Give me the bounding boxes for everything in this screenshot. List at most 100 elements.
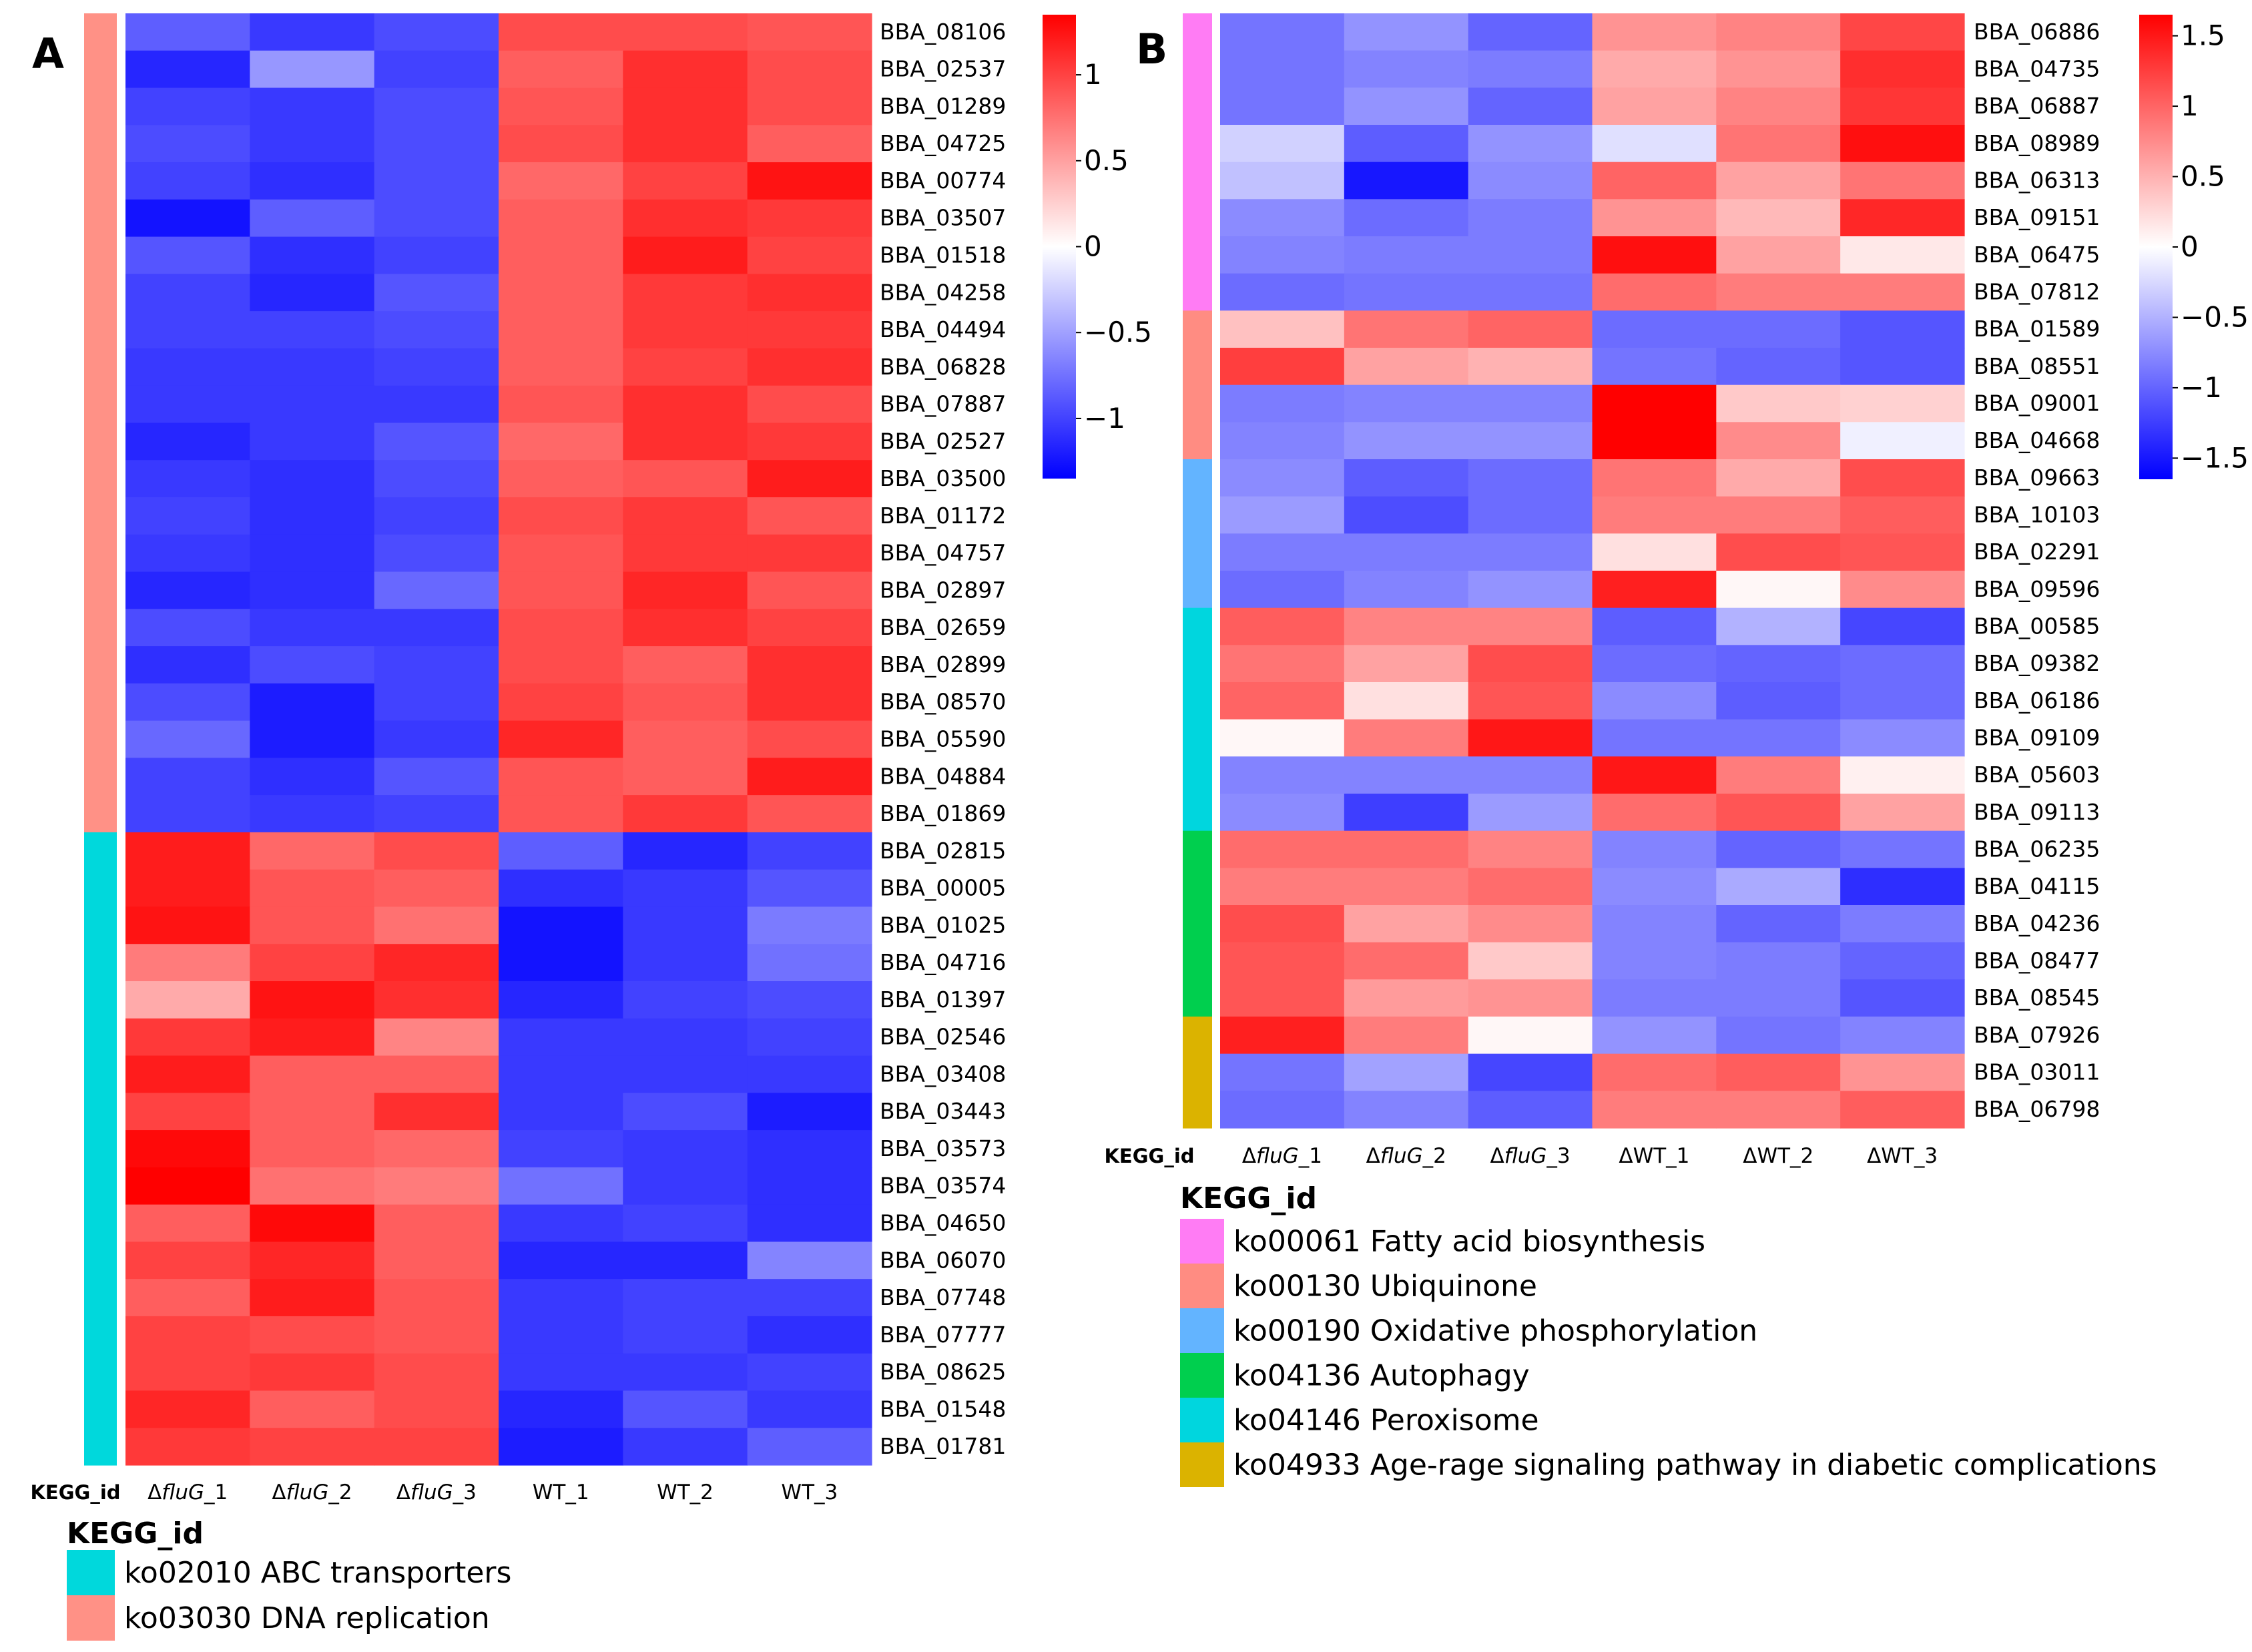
panel-a-cell-34-3	[374, 1242, 499, 1280]
panel-b-cell-26-6	[1840, 942, 1965, 980]
panel-b-cell-21-5	[1716, 756, 1841, 794]
panel-a-cell-9-4	[499, 311, 623, 349]
panel-b-cell-9-4	[1592, 310, 1717, 348]
panel-b-cell-18-2	[1344, 645, 1469, 683]
panel-b-cell-8-3	[1468, 273, 1593, 311]
panel-b-cell-21-3	[1468, 756, 1593, 794]
panel-a-cell-25-6	[747, 906, 872, 944]
panel-b-cell-28-4	[1592, 1017, 1717, 1055]
panel-a-row-label-BBA_04716: BBA_04716	[880, 949, 1006, 975]
panel-b-colorbar-gradient	[2139, 15, 2173, 479]
panel-a-cell-7-3	[374, 236, 499, 274]
panel-a-column-labels: ΔfluG_1 ΔfluG_2 ΔfluG_3 WT_1 WT_2 WT_3 KEGG_id	[30, 1480, 838, 1504]
panel-a-cell-7-5	[623, 236, 748, 274]
panel-b-cell-8-5	[1716, 273, 1841, 311]
panel-b-column-label-2: ΔfluG_2	[1366, 1144, 1446, 1168]
panel-a-cell-12-5	[623, 423, 748, 461]
panel-a-cell-34-6	[747, 1242, 872, 1280]
panel-a-cell-16-3	[374, 571, 499, 609]
panel-b-cell-25-1	[1220, 905, 1345, 943]
panel-b-cell-7-3	[1468, 236, 1593, 274]
panel-a-row-label-BBA_01025: BBA_01025	[880, 912, 1006, 938]
panel-b-cell-25-6	[1840, 905, 1965, 943]
panel-b-annotation-ko04146	[1183, 607, 1212, 832]
panel-a-row-label-BBA_07887: BBA_07887	[880, 391, 1006, 417]
panel-a-cell-19-1	[125, 683, 250, 722]
panel-b-cell-8-1	[1220, 273, 1345, 311]
panel-b-cell-16-6	[1840, 571, 1965, 609]
panel-a-cell-32-2	[250, 1167, 375, 1205]
panel-b-cell-27-4	[1592, 979, 1717, 1017]
panel-a-row-label-BBA_01518: BBA_01518	[880, 242, 1006, 268]
panel-a-cell-15-5	[623, 534, 748, 573]
panel-a-row-label-BBA_06070: BBA_06070	[880, 1247, 1006, 1273]
panel-a-panel-label: A	[32, 29, 64, 78]
panel-a-cell-31-4	[499, 1130, 623, 1168]
panel-a-cell-36-4	[499, 1316, 623, 1354]
panel-a-cell-11-1	[125, 385, 250, 424]
panel-a-cell-30-3	[374, 1093, 499, 1131]
panel-a-cell-35-4	[499, 1279, 623, 1317]
panel-b-cell-17-5	[1716, 607, 1841, 645]
panel-a-annotation-ko02010	[84, 832, 117, 1466]
panel-b-column-label-3: ΔfluG_3	[1490, 1144, 1571, 1168]
panel-b-cell-19-4	[1592, 682, 1717, 720]
panel-a-row-label-BBA_07777: BBA_07777	[880, 1322, 1006, 1348]
panel-a-cell-14-2	[250, 497, 375, 535]
panel-a-cell-29-1	[125, 1055, 250, 1093]
panel-b-legend: KEGG_id ko00061 Fatty acid biosynthesis ko…	[1180, 1181, 2157, 1487]
panel-b-row-label-BBA_08477: BBA_08477	[1974, 948, 2100, 974]
panel-b-cell-19-5	[1716, 682, 1841, 720]
panel-b-legend-swatch-ko04136	[1180, 1353, 1224, 1398]
panel-a-cell-25-1	[125, 906, 250, 944]
panel-a-cell-38-1	[125, 1390, 250, 1428]
panel-a-cell-16-4	[499, 571, 623, 609]
panel-a-row-label-BBA_03574: BBA_03574	[880, 1173, 1006, 1199]
panel-b-cell-25-3	[1468, 905, 1593, 943]
panel-a-cell-17-1	[125, 609, 250, 647]
panel-b-cell-12-6	[1840, 422, 1965, 460]
panel-b-cell-21-1	[1220, 756, 1345, 794]
panel-a-cell-15-1	[125, 534, 250, 573]
panel-a-cell-8-6	[747, 274, 872, 312]
panel-a-cell-6-5	[623, 199, 748, 238]
panel-b-cell-13-1	[1220, 459, 1345, 497]
panel-a-cell-8-2	[250, 274, 375, 312]
panel-a-cell-35-3	[374, 1279, 499, 1317]
panel-a-cell-19-6	[747, 683, 872, 722]
panel-b-column-label-1: ΔfluG_1	[1242, 1144, 1322, 1168]
panel-b-annotation-ko00130	[1183, 310, 1212, 460]
panel-b-colorbar: 1.5 1 0.5 0 −0.5 −1 −1.5	[2139, 15, 2249, 479]
panel-b-column-label-5: ΔWT_2	[1743, 1144, 1813, 1168]
panel-b-cell-29-4	[1592, 1053, 1717, 1091]
panel-a-cell-24-6	[747, 869, 872, 908]
panel-b-cell-11-5	[1716, 384, 1841, 423]
panel-b-cell-12-3	[1468, 422, 1593, 460]
panel-b-heatmap-cells	[1220, 13, 1965, 1129]
panel-b-cell-19-1	[1220, 682, 1345, 720]
panel-b-cell-23-5	[1716, 830, 1841, 868]
panel-b-cell-21-6	[1840, 756, 1965, 794]
panel-a-cell-16-2	[250, 571, 375, 609]
panel-b-cell-14-2	[1344, 496, 1469, 534]
panel-a-cell-4-5	[623, 125, 748, 163]
panel-a-cell-39-6	[747, 1428, 872, 1466]
panel-b-cell-26-4	[1592, 942, 1717, 980]
panel-b-cell-10-6	[1840, 348, 1965, 386]
panel-a-cell-2-3	[374, 50, 499, 89]
panel-b-cell-18-5	[1716, 645, 1841, 683]
panel-b-cell-5-1	[1220, 162, 1345, 200]
panel-a-cell-35-2	[250, 1279, 375, 1317]
panel-a-cell-6-2	[250, 199, 375, 238]
panel-b-cell-1-1	[1220, 13, 1345, 51]
panel-b-cell-6-3	[1468, 199, 1593, 237]
panel-a-cell-8-5	[623, 274, 748, 312]
panel-a-row-label-BBA_02815: BBA_02815	[880, 838, 1006, 864]
panel-a-cell-26-2	[250, 944, 375, 982]
panel-a-cell-30-6	[747, 1093, 872, 1131]
panel-a-cell-3-4	[499, 87, 623, 125]
panel-b-cell-10-2	[1344, 348, 1469, 386]
panel-b-cell-22-4	[1592, 794, 1717, 832]
panel-b-cell-29-2	[1344, 1053, 1469, 1091]
panel-a-row-label-BBA_02546: BBA_02546	[880, 1024, 1006, 1050]
